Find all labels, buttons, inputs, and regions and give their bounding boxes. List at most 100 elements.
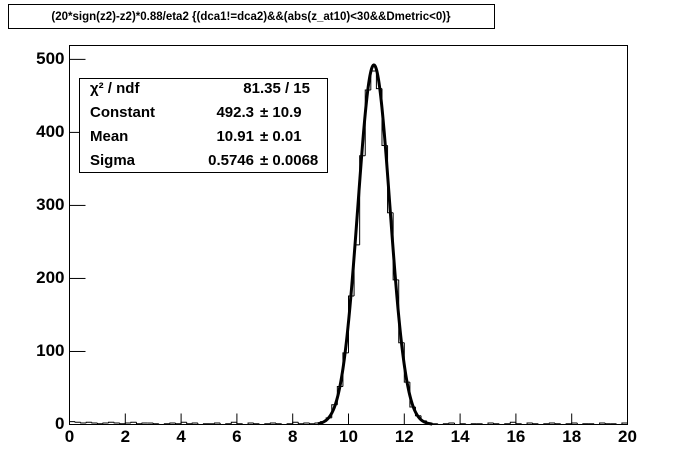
histogram-bin — [565, 423, 572, 425]
x-tick-label: 14 — [451, 427, 470, 446]
histogram-bin — [135, 422, 143, 425]
histogram-bin — [520, 423, 528, 425]
histogram-bin — [91, 422, 98, 424]
histogram-bin — [219, 423, 226, 425]
stats-label: χ² / ndf — [90, 80, 140, 97]
histogram-bin — [214, 422, 221, 424]
x-tick-label: 20 — [618, 427, 637, 446]
histogram-bin — [113, 422, 120, 424]
histogram-bin — [308, 423, 316, 425]
stats-rows: Constant 492.3 ± 10.9 Mean 10.91 ± 0.01 Sigma 0… — [90, 104, 318, 169]
y-tick-label: 500 — [36, 49, 64, 68]
x-tick-label: 4 — [176, 427, 186, 446]
histogram-bin — [493, 423, 500, 425]
histogram-bin — [108, 421, 115, 424]
histogram-bin — [281, 423, 288, 425]
histogram-bin — [593, 423, 600, 425]
histogram-bin — [297, 422, 304, 425]
y-tick-label: 400 — [36, 122, 64, 141]
histogram-bin — [504, 423, 511, 425]
stats-error: ± 10.9 — [260, 104, 302, 121]
histogram-bin — [253, 423, 260, 425]
histogram-bin — [554, 423, 561, 425]
histogram-bin — [615, 423, 622, 425]
histogram-bin — [247, 422, 254, 425]
histogram-bin — [241, 423, 249, 425]
histogram-bin — [543, 423, 550, 425]
histogram-bin — [175, 423, 182, 425]
x-tick-label: 8 — [288, 427, 297, 446]
histogram-bin — [269, 422, 276, 424]
histogram-bin — [102, 422, 109, 424]
histogram-bin — [454, 423, 461, 425]
histogram-bin — [448, 422, 455, 424]
stats-value: 10.91 — [216, 128, 254, 145]
x-tick-label: 0 — [65, 427, 74, 446]
histogram-bin — [225, 423, 232, 425]
histogram-bin — [230, 421, 237, 424]
title-box — [8, 4, 495, 29]
stats-error: ± 0.0068 — [260, 152, 318, 169]
x-tick-label: 2 — [121, 427, 130, 446]
x-tick-label: 12 — [395, 427, 414, 446]
histogram-bin — [119, 423, 126, 425]
histogram-bin — [180, 421, 187, 424]
histogram-bin — [465, 423, 472, 425]
histogram-bin — [152, 423, 159, 425]
histogram-bin — [548, 422, 555, 424]
histogram-bin — [74, 421, 81, 423]
histogram-bin — [576, 423, 583, 425]
histogram-bin — [202, 423, 209, 425]
histogram-bin — [604, 423, 611, 425]
histogram-bin — [69, 421, 76, 425]
histogram-bin — [532, 423, 539, 425]
histogram-bin — [487, 422, 494, 425]
histogram-bin — [509, 421, 516, 424]
y-tick-label: 100 — [36, 341, 64, 360]
stats-label: Mean — [90, 128, 128, 145]
x-tick-label: 18 — [562, 427, 581, 446]
histogram-bin — [526, 422, 533, 425]
fit-curve — [317, 63, 433, 426]
histogram-bin — [459, 423, 466, 425]
histogram-bin — [481, 423, 488, 425]
histogram-bin — [130, 421, 137, 424]
histogram-bin — [560, 423, 567, 425]
histogram-bin — [515, 422, 522, 425]
histogram-bin — [197, 423, 204, 425]
stats-box — [79, 78, 328, 173]
plot-area — [69, 58, 628, 426]
histogram-bin — [537, 423, 544, 425]
histogram-bin — [186, 422, 193, 425]
y-tick-label: 200 — [36, 268, 64, 287]
histogram-bin — [96, 423, 103, 425]
chart-title: (20*sign(z2)-z2)*0.88/eta2 {(dca1!=dca2)… — [51, 11, 451, 23]
histogram-bin — [141, 422, 148, 424]
histogram-bin — [292, 421, 299, 424]
histogram-bin — [275, 423, 282, 425]
histogram-bin — [158, 423, 165, 425]
x-tick-label: 6 — [232, 427, 241, 446]
histogram-bin — [470, 423, 477, 425]
histogram-bin — [303, 422, 310, 424]
stats-value: 0.5746 — [208, 152, 254, 169]
histogram-bin — [169, 422, 176, 424]
stats-error: ± 0.01 — [260, 128, 302, 145]
stats-value: 81.35 / 15 — [243, 80, 310, 97]
y-tick-label: 0 — [55, 414, 64, 433]
histogram-bin — [258, 423, 265, 425]
histogram-bin — [599, 422, 606, 425]
histogram-bin — [442, 423, 449, 425]
histogram-bin — [359, 155, 366, 245]
histogram-bin — [498, 423, 505, 425]
histogram-bin — [163, 423, 170, 425]
histogram-bin — [85, 421, 92, 424]
x-tick-label: 10 — [339, 427, 358, 446]
histogram-bin — [621, 422, 628, 425]
histogram-bin — [124, 422, 131, 424]
histogram-bin — [191, 422, 198, 424]
stats-label: Sigma — [90, 152, 136, 169]
histogram-bin — [571, 422, 578, 424]
